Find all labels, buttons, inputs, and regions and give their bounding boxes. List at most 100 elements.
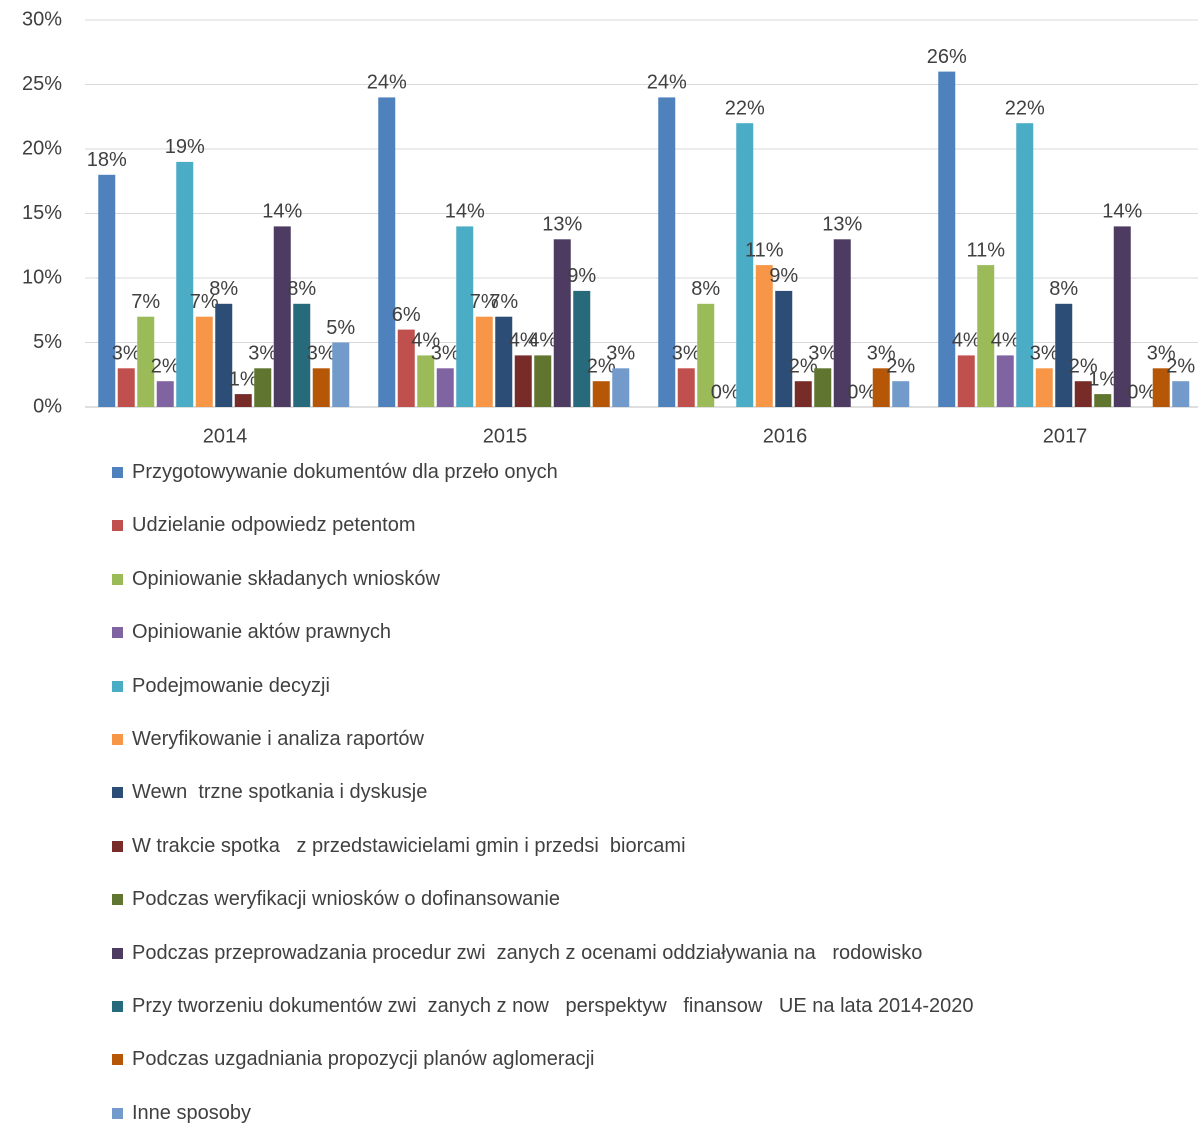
bar — [553, 239, 571, 407]
data-label: 2% — [151, 355, 180, 377]
data-label: 14% — [445, 201, 485, 223]
x-tick-label: 2016 — [763, 425, 808, 447]
bar — [814, 368, 832, 407]
bar — [833, 239, 851, 407]
x-tick-label: 2014 — [203, 425, 248, 447]
bar — [514, 355, 532, 407]
data-label: 2% — [1166, 355, 1195, 377]
legend-label: Przygotowywanie dokumentów dla przeło on… — [132, 461, 558, 483]
y-tick-label: 15% — [22, 202, 62, 224]
legend-label: Podczas przeprowadzania procedur zwi zan… — [132, 941, 923, 964]
legend-label: Podejmowanie decyzji — [132, 674, 330, 697]
data-label: 9% — [769, 265, 798, 287]
chart: 0%5%10%15%20%25%30%201418%3%7%2%19%7%8%1… — [22, 8, 1198, 447]
data-label: 3% — [867, 343, 896, 365]
y-tick-label: 0% — [33, 395, 62, 417]
data-label: 4% — [528, 330, 557, 352]
bar — [775, 290, 793, 407]
legend-swatch — [112, 734, 123, 745]
legend-label: Opiniowanie składanych wniosków — [132, 567, 440, 590]
data-label: 22% — [725, 97, 765, 119]
bar — [592, 381, 610, 407]
bar — [573, 290, 591, 407]
bar — [658, 97, 676, 408]
bar — [215, 303, 233, 407]
data-label: 4% — [411, 330, 440, 352]
y-tick-label: 10% — [22, 266, 62, 288]
data-label: 18% — [87, 149, 127, 171]
bar — [1094, 394, 1112, 407]
bar — [1172, 381, 1190, 407]
bar — [195, 316, 213, 407]
bar — [755, 265, 773, 407]
data-label: 3% — [112, 343, 141, 365]
bar — [176, 161, 194, 407]
data-label: 8% — [209, 278, 238, 300]
data-label: 3% — [248, 343, 277, 365]
legend-swatch — [112, 787, 123, 799]
legend-swatch — [112, 467, 123, 478]
bar — [417, 355, 435, 407]
data-label: 14% — [262, 201, 302, 223]
data-label: 11% — [966, 239, 1005, 261]
bar — [1152, 368, 1170, 407]
legend-item: Wewn trzne spotkania i dyskusje — [112, 781, 1092, 803]
legend-item: Opiniowanie składanych wniosków — [112, 568, 1092, 590]
legend-item: Podczas przeprowadzania procedur zwi zan… — [112, 942, 1092, 964]
bar — [475, 316, 493, 407]
bar — [137, 316, 155, 407]
data-label: 22% — [1005, 97, 1045, 119]
data-label: 2% — [1069, 355, 1098, 377]
legend-swatch — [112, 1001, 123, 1012]
data-label: 2% — [587, 355, 616, 377]
legend-item: Podczas uzgadniania propozycji planów ag… — [112, 1048, 1092, 1070]
bar — [397, 329, 415, 407]
bar — [436, 368, 454, 407]
data-label: 9% — [567, 265, 596, 287]
data-label: 3% — [808, 343, 837, 365]
data-label: 4% — [509, 330, 538, 352]
y-tick-label: 5% — [33, 331, 62, 353]
data-label: 7% — [190, 291, 219, 313]
data-label: 4% — [952, 330, 981, 352]
bar — [1055, 303, 1073, 407]
x-tick-label: 2017 — [1043, 425, 1088, 447]
bar — [254, 368, 272, 407]
legend-label: Przy tworzeniu dokumentów zwi zanych z n… — [132, 995, 974, 1017]
y-tick-label: 20% — [22, 137, 62, 159]
data-label: 7% — [131, 291, 160, 313]
data-label: 2% — [886, 355, 915, 377]
data-label: 3% — [672, 343, 701, 365]
bar — [938, 71, 956, 407]
bar — [677, 368, 695, 407]
legend-label: Udzielanie odpowiedz petentom — [132, 514, 416, 537]
bar — [1113, 226, 1131, 407]
legend-item: Przygotowywanie dokumentów dla przeło on… — [112, 461, 1092, 483]
data-label: 13% — [542, 214, 582, 236]
legend-swatch — [112, 840, 123, 852]
data-label: 11% — [745, 239, 784, 261]
legend-swatch — [112, 520, 123, 532]
data-label: 5% — [326, 317, 355, 339]
bar — [892, 381, 910, 407]
data-label: 3% — [1147, 343, 1176, 365]
legend-label: Opiniowanie aktów prawnych — [132, 621, 392, 644]
data-label: 24% — [647, 72, 687, 94]
data-label: 24% — [367, 72, 407, 94]
bar — [495, 316, 513, 407]
data-label: 8% — [691, 278, 720, 300]
data-label: 19% — [165, 136, 205, 158]
bar — [312, 368, 330, 407]
legend-swatch — [112, 1107, 123, 1119]
bar — [378, 97, 396, 408]
legend-label: W trakcie spotka z przedstawicielami gmi… — [132, 834, 686, 857]
bar — [1074, 381, 1092, 407]
data-label: 8% — [287, 278, 316, 300]
data-label: 4% — [991, 330, 1020, 352]
y-tick-label: 25% — [22, 73, 62, 95]
legend-item: Udzielanie odpowiedz petentom — [112, 514, 1092, 536]
legend-label: Wewn trzne spotkania i dyskusje — [132, 781, 428, 804]
data-label: 3% — [606, 343, 635, 365]
data-label: 3% — [307, 343, 336, 365]
